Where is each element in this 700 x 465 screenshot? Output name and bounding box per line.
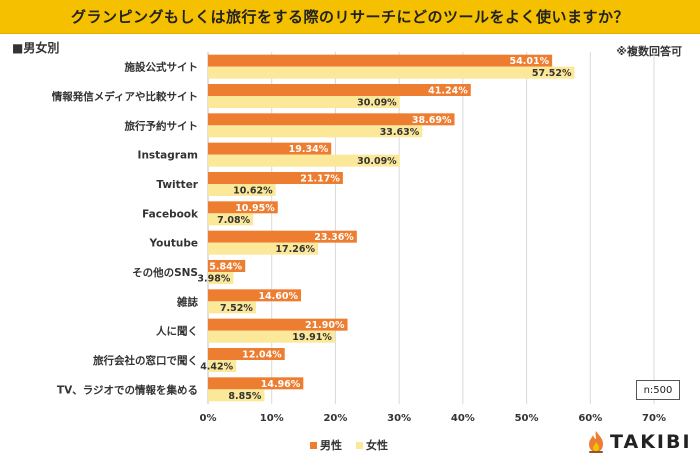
data-label-female: 7.08% [217, 215, 250, 226]
legend-label-male: 男性 [320, 439, 342, 452]
multiple-answer-note: ※複数回答可 [616, 45, 682, 58]
legend-swatch-male [310, 441, 317, 449]
data-label-male: 10.95% [235, 203, 275, 214]
data-label-male: 19.34% [289, 144, 329, 155]
legend-item-male: 男性 [310, 437, 342, 453]
data-label-female: 7.52% [220, 303, 253, 314]
data-label-female: 33.63% [380, 127, 420, 138]
data-label-male: 21.90% [305, 320, 345, 331]
data-label-male: 14.96% [261, 379, 301, 390]
data-label-male: 54.01% [510, 56, 550, 67]
data-label-male: 21.17% [300, 174, 340, 185]
legend-item-female: 女性 [356, 437, 388, 453]
category-label: 情報発信メディアや比較サイト [52, 90, 198, 103]
category-label: Youtube [149, 238, 198, 250]
brand-name: TAKIBI [610, 431, 692, 453]
data-label-female: 19.91% [292, 332, 332, 343]
x-tick-label: 10% [260, 413, 284, 424]
bar-male [208, 230, 357, 243]
data-label-female: 10.62% [233, 186, 273, 197]
bar-female [208, 330, 335, 343]
bar-male [208, 54, 553, 67]
x-tick-label: 40% [451, 413, 475, 424]
chart-subtitle: ■男女別 [12, 41, 60, 55]
data-label-female: 17.26% [275, 244, 315, 255]
sample-size-box: n:500 [636, 380, 680, 400]
brand-logo: TAKIBI [586, 430, 692, 454]
bar-female [208, 242, 318, 255]
bar-male [208, 113, 455, 126]
x-tick-label: 20% [323, 413, 347, 424]
chart-title-bar: グランピングもしくは旅行をする際のリサーチにどのツールをよく使いますか？ [0, 0, 700, 34]
data-label-female: 30.09% [357, 98, 397, 109]
chart-title: グランピングもしくは旅行をする際のリサーチにどのツールをよく使いますか？ [70, 8, 629, 26]
data-label-female: 3.98% [197, 274, 230, 285]
category-label: その他のSNS [132, 266, 198, 279]
category-label: 雑誌 [176, 295, 198, 308]
bar-male [208, 172, 343, 184]
bar-male [208, 142, 332, 155]
category-label: 人に聞く [156, 325, 198, 338]
category-label: Facebook [142, 208, 199, 220]
category-label: TV、ラジオでの情報を集める [57, 383, 198, 396]
bar-female [208, 96, 400, 108]
bar-female [208, 66, 575, 79]
bar-female [208, 125, 423, 138]
data-label-male: 12.04% [242, 350, 282, 361]
x-tick-label: 60% [578, 413, 602, 424]
category-label: Twitter [156, 179, 198, 191]
category-label: Instagram [138, 150, 199, 162]
data-label-male: 23.36% [314, 232, 354, 243]
category-label: 旅行予約サイト [125, 119, 199, 132]
bar-male [208, 201, 278, 214]
x-tick-label: 30% [387, 413, 411, 424]
legend: 男性 女性 [310, 437, 388, 453]
bar-female [208, 272, 234, 284]
data-label-male: 38.69% [412, 115, 452, 126]
bar-male [208, 348, 285, 360]
flame-logo-icon [589, 431, 603, 453]
data-label-female: 57.52% [532, 68, 572, 79]
bar-male [208, 377, 304, 390]
category-label: 施設公式サイト [125, 61, 199, 74]
data-label-female: 30.09% [357, 156, 397, 167]
legend-swatch-female [356, 441, 363, 449]
bar-female [208, 184, 276, 196]
bar-male [208, 260, 246, 272]
bar-male [208, 289, 302, 302]
bar-female [208, 154, 400, 167]
legend-label-female: 女性 [366, 439, 388, 452]
data-label-female: 4.42% [200, 362, 233, 373]
x-tick-label: 50% [515, 413, 539, 424]
data-label-male: 41.24% [428, 86, 468, 97]
x-tick-label: 0% [200, 413, 217, 424]
data-label-male: 5.84% [209, 262, 242, 273]
category-label: 旅行会社の窓口で聞く [93, 354, 198, 367]
bar-female [208, 301, 256, 314]
x-tick-label: 70% [642, 413, 666, 424]
bar-female [208, 360, 237, 372]
bar-male [208, 318, 348, 331]
bar-female [208, 213, 254, 226]
data-label-male: 14.60% [258, 291, 298, 302]
bar-female [208, 389, 265, 402]
bar-male [208, 84, 471, 96]
data-label-female: 8.85% [228, 391, 261, 402]
